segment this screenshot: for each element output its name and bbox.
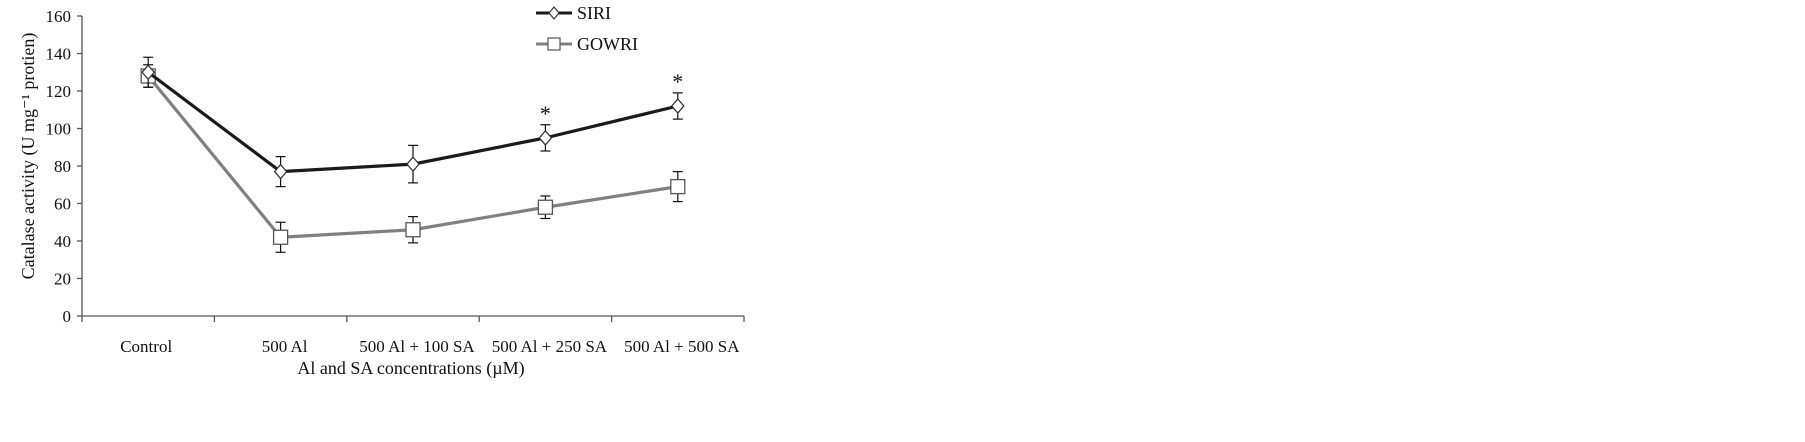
legend-label-siri: SIRI (577, 3, 611, 23)
data-point-square (405, 222, 421, 238)
y-tick-label: 100 (46, 120, 72, 139)
axes: 0 20 40 60 80 100 120 140 160 Control 500 Al 500 Al… (46, 7, 745, 356)
series-siri: ** (141, 56, 685, 188)
legend-marker-square (547, 37, 561, 51)
y-tick-label: 160 (46, 7, 72, 26)
y-tick-label: 60 (54, 195, 71, 214)
data-point-diamond (273, 163, 288, 180)
y-tick-label: 80 (54, 157, 71, 176)
data-point-square (537, 199, 554, 215)
y-tick-label: 0 (63, 307, 72, 326)
y-tick-label: 40 (54, 232, 71, 251)
y-tick-label: 20 (54, 270, 71, 289)
data-point-diamond (538, 129, 553, 146)
series-group: ** (140, 56, 686, 253)
significance-asterisk: * (672, 69, 683, 94)
data-point-square (670, 178, 686, 195)
y-tick-label: 140 (46, 45, 72, 64)
x-tick-label: 500 Al (262, 337, 308, 356)
significance-asterisk: * (540, 101, 551, 126)
y-axis-title: Catalase activity (U mg⁻¹ protien) (18, 33, 39, 280)
y-tick-label: 120 (46, 82, 72, 101)
x-tick-label: 500 Al + 250 SA (492, 337, 608, 356)
legend: SIRI GOWRI (536, 3, 638, 54)
data-point-diamond (141, 64, 156, 81)
legend-label-gowri: GOWRI (577, 34, 638, 54)
data-point-diamond (670, 98, 685, 114)
data-point-square (272, 229, 289, 245)
x-tick-label: 500 Al + 500 SA (624, 337, 740, 356)
data-point-diamond (406, 156, 420, 173)
x-tick-label: 500 Al + 100 SA (359, 337, 475, 356)
legend-marker-diamond (548, 6, 560, 20)
x-tick-label: Control (120, 337, 172, 356)
x-axis-title: Al and SA concentrations (µM) (297, 358, 524, 379)
